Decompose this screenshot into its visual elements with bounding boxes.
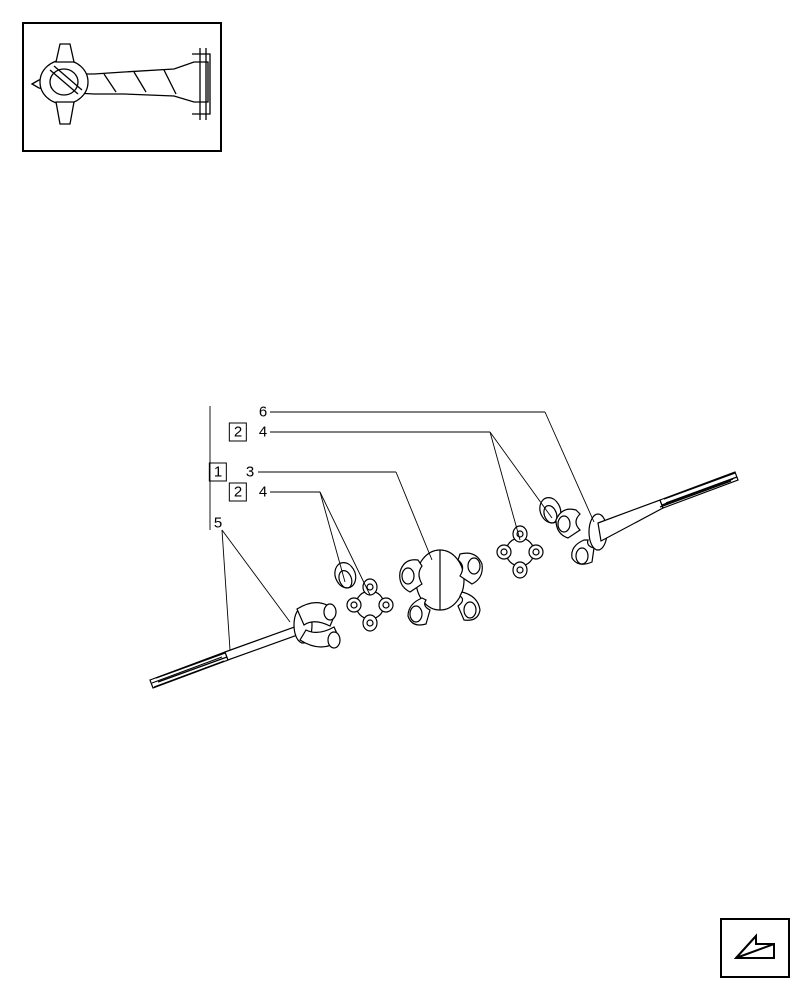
next-page-arrow-icon xyxy=(730,928,780,968)
leader-lines xyxy=(210,406,594,650)
callout-2-upper: 2 xyxy=(229,423,247,442)
callout-4-lower: 4 xyxy=(259,485,267,500)
right-shaft xyxy=(556,472,738,564)
callout-1: 1 xyxy=(209,463,227,482)
next-page-arrow-box[interactable] xyxy=(720,918,790,978)
callout-4-upper: 4 xyxy=(259,425,267,440)
callout-3: 3 xyxy=(246,465,254,480)
center-double-yoke xyxy=(400,550,483,625)
left-spider xyxy=(347,579,393,631)
exploded-axle-shaft-diagram xyxy=(0,0,812,1000)
callout-2-lower: 2 xyxy=(229,483,247,502)
left-snap-ring xyxy=(335,563,356,588)
callout-5: 5 xyxy=(214,516,222,531)
callout-6: 6 xyxy=(259,405,267,420)
right-spider xyxy=(497,526,543,578)
left-shaft xyxy=(150,603,340,688)
